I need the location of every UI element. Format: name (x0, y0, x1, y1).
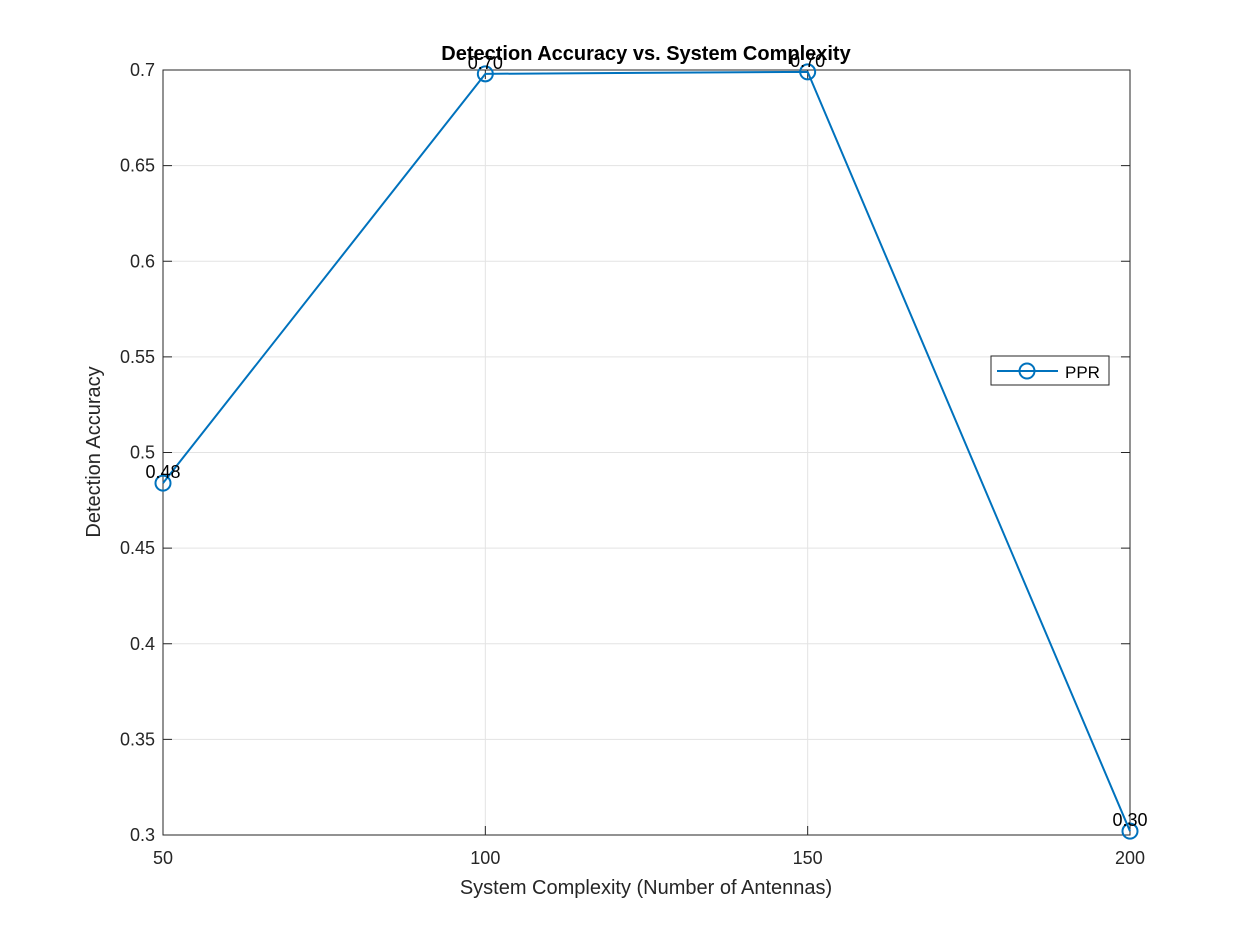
x-tick-label: 200 (1115, 848, 1145, 868)
axis-ticks: 0.3 0.35 0.4 0.45 0.5 0.55 0.6 0.65 0.7 50 100 150 2… (120, 60, 1145, 868)
y-tick-label: 0.4 (130, 634, 155, 654)
data-point-label: 0.70 (468, 53, 503, 73)
series-line-ppr (162, 70, 1131, 832)
data-point-label: 0.70 (790, 51, 825, 71)
data-point-label: 0.48 (145, 462, 180, 482)
x-tick-label: 100 (470, 848, 500, 868)
y-tick-label: 0.3 (130, 825, 155, 845)
y-tick-label: 0.35 (120, 729, 155, 749)
x-tick-label: 50 (153, 848, 173, 868)
y-tick-label: 0.45 (120, 538, 155, 558)
y-tick-label: 0.55 (120, 347, 155, 367)
data-point-marker (476, 65, 494, 83)
data-point-marker (799, 63, 817, 81)
y-tick-label: 0.5 (130, 443, 155, 463)
y-tick-label: 0.65 (120, 156, 155, 176)
data-point-marker (154, 474, 172, 492)
y-tick-label: 0.7 (130, 60, 155, 80)
series-layer (154, 63, 1139, 840)
data-point-label: 0.30 (1112, 810, 1147, 830)
legend-marker-ppr (1018, 362, 1036, 380)
data-point-marker (1121, 822, 1139, 840)
y-axis-label: Detection Accuracy (83, 366, 105, 537)
y-tick-label: 0.6 (130, 251, 155, 271)
legend: PPR (990, 355, 1110, 386)
x-axis-label: System Complexity (Number of Antennas) (460, 877, 832, 899)
x-tick-label: 150 (793, 848, 823, 868)
legend-label-ppr: PPR (1065, 363, 1100, 382)
data-labels: 0.48 0.70 0.70 0.30 (145, 51, 1147, 830)
chart-title: Detection Accuracy vs. System Complexity (441, 43, 851, 65)
